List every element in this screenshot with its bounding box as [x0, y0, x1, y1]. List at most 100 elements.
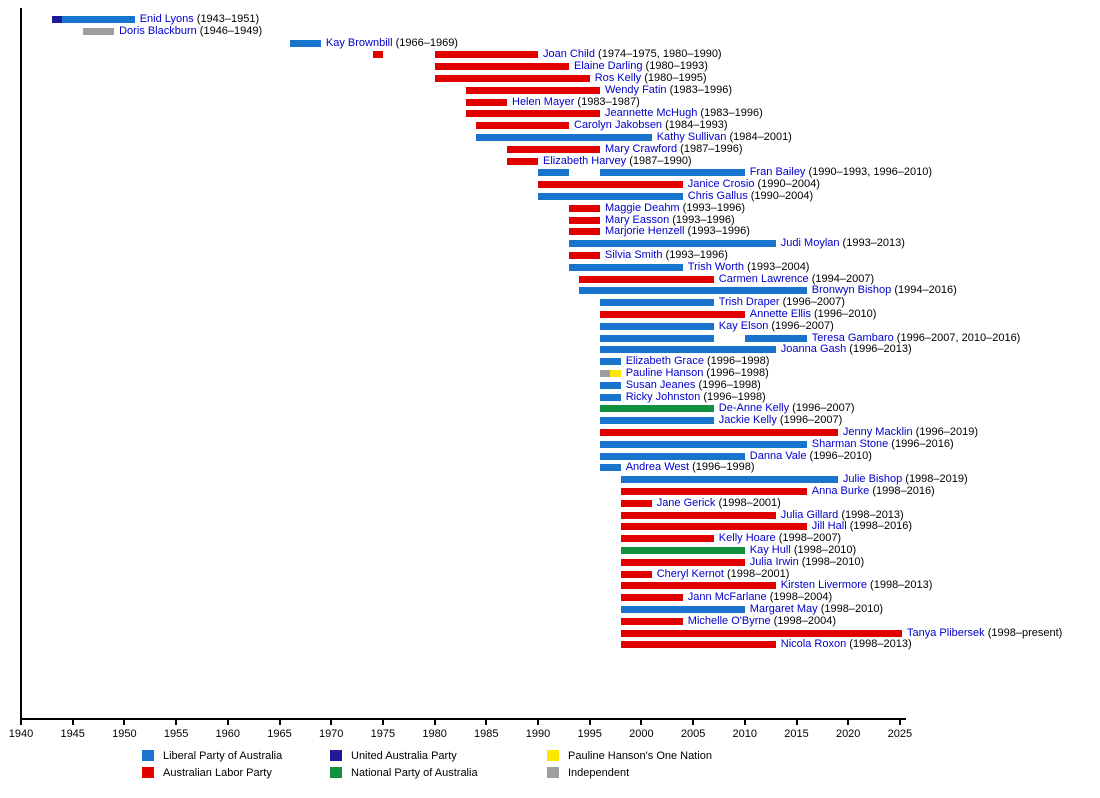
timeline-bar-segment: [620, 523, 807, 530]
timeline-bar-segment: [600, 382, 621, 389]
person-link[interactable]: Jill Hall: [811, 520, 847, 532]
person-link[interactable]: Judi Moylan: [780, 237, 840, 249]
timeline-row-label: Andrea West (1996–1998): [626, 462, 755, 473]
person-link[interactable]: De-Anne Kelly: [718, 402, 790, 414]
person-years: (1993–2004): [744, 261, 810, 273]
person-link[interactable]: Fran Bailey: [749, 166, 806, 178]
timeline-row-label: Jane Gerick (1998–2001): [657, 498, 781, 509]
person-link[interactable]: Anna Burke: [811, 485, 870, 497]
person-link[interactable]: Bronwyn Bishop: [811, 284, 892, 296]
person-link[interactable]: Elizabeth Grace: [625, 355, 704, 367]
person-years: (1983–1987): [574, 96, 640, 108]
person-link[interactable]: Andrea West: [625, 461, 690, 473]
timeline-bar-segment: [569, 252, 600, 259]
person-link[interactable]: Jenny Macklin: [842, 426, 913, 438]
person-link[interactable]: Joanna Gash: [780, 343, 847, 355]
timeline-row-label: Julie Bishop (1998–2019): [843, 474, 968, 485]
person-link[interactable]: Ricky Johnston: [625, 391, 701, 403]
person-years: (1943–1951): [193, 13, 260, 25]
person-years: (1998–2019): [902, 473, 968, 485]
person-link[interactable]: Julia Irwin: [749, 556, 799, 568]
person-link[interactable]: Helen Mayer: [512, 96, 575, 108]
person-link[interactable]: Jann McFarlane: [687, 591, 767, 603]
person-link[interactable]: Margaret May: [749, 603, 818, 615]
person-link[interactable]: Kay Brownbill: [325, 37, 393, 49]
person-link[interactable]: Nicola Roxon: [780, 638, 847, 650]
person-years: (1983–1996): [666, 84, 733, 96]
person-link[interactable]: Trish Worth: [687, 261, 745, 273]
timeline-row-label: Elizabeth Grace (1996–1998): [626, 356, 770, 367]
timeline-bar-segment: [600, 429, 838, 436]
timeline-bar-segment: [744, 335, 807, 342]
person-years: (1990–2004): [747, 190, 814, 202]
person-link[interactable]: Wendy Fatin: [605, 84, 667, 96]
person-link[interactable]: Julie Bishop: [842, 473, 903, 485]
person-link[interactable]: Carmen Lawrence: [718, 273, 809, 285]
timeline-row-label: Kay Hull (1998–2010): [750, 545, 856, 556]
person-link[interactable]: Kay Elson: [718, 320, 769, 332]
person-link[interactable]: Julia Gillard: [780, 509, 839, 521]
person-link[interactable]: Maggie Deahm: [605, 202, 680, 214]
timeline-row-label: Joanna Gash (1996–2013): [781, 344, 912, 355]
person-link[interactable]: Kay Hull: [749, 544, 791, 556]
person-years: (1996–2007): [789, 402, 855, 414]
timeline-row-label: Carmen Lawrence (1994–2007): [719, 274, 874, 285]
timeline-row-label: Jann McFarlane (1998–2004): [688, 592, 832, 603]
person-link[interactable]: Jeannette McHugh: [605, 107, 698, 119]
person-years: (1998–present): [984, 627, 1063, 639]
axis-tick-label: 1975: [370, 728, 396, 740]
person-link[interactable]: Kelly Hoare: [718, 532, 776, 544]
axis-tick-label: 1950: [112, 728, 137, 740]
person-link[interactable]: Kirsten Livermore: [780, 579, 867, 591]
person-link[interactable]: Joan Child: [543, 48, 595, 60]
person-link[interactable]: Elizabeth Harvey: [543, 155, 627, 167]
person-link[interactable]: Jane Gerick: [656, 497, 716, 509]
timeline-row-label: Trish Draper (1996–2007): [719, 297, 845, 308]
timeline-bar-segment: [569, 228, 600, 235]
person-years: (1996–2013): [846, 343, 912, 355]
timeline-row-label: Chris Gallus (1990–2004): [688, 191, 813, 202]
person-link[interactable]: Doris Blackburn: [119, 25, 197, 37]
person-link[interactable]: Kathy Sullivan: [656, 131, 727, 143]
person-link[interactable]: Mary Crawford: [605, 143, 678, 155]
timeline-row-label: Judi Moylan (1993–2013): [781, 238, 905, 249]
person-link[interactable]: Pauline Hanson: [625, 367, 704, 379]
person-link[interactable]: Ros Kelly: [594, 72, 642, 84]
person-link[interactable]: Annette Ellis: [749, 308, 811, 320]
person-link[interactable]: Cheryl Kernot: [656, 568, 724, 580]
timeline-bar-segment: [600, 453, 745, 460]
timeline-row-label: Wendy Fatin (1983–1996): [605, 85, 732, 96]
timeline-row-label: Kay Brownbill (1966–1969): [326, 38, 458, 49]
person-years: (1998–2001): [723, 568, 790, 580]
person-link[interactable]: Tanya Plibersek: [907, 627, 985, 639]
person-link[interactable]: Elaine Darling: [574, 60, 643, 72]
person-link[interactable]: Janice Crosio: [687, 178, 755, 190]
person-link[interactable]: Mary Easson: [605, 214, 670, 226]
person-link[interactable]: Trish Draper: [718, 296, 780, 308]
person-years: (1993–2013): [839, 237, 905, 249]
person-link[interactable]: Enid Lyons: [139, 13, 194, 25]
timeline-row-label: Margaret May (1998–2010): [750, 604, 883, 615]
timeline-row-label: Julia Gillard (1998–2013): [781, 510, 904, 521]
axis-tick-label: 1980: [422, 728, 447, 740]
person-link[interactable]: Silvia Smith: [605, 249, 663, 261]
person-years: (1998–2004): [766, 591, 833, 603]
timeline-bar-segment: [434, 75, 590, 82]
axis-tick: [847, 720, 850, 725]
person-link[interactable]: Jackie Kelly: [718, 414, 777, 426]
person-years: (1998–2004): [770, 615, 837, 627]
x-axis-line: [20, 718, 906, 720]
person-link[interactable]: Sharman Stone: [811, 438, 889, 450]
timeline-bar-segment: [372, 51, 383, 58]
person-link[interactable]: Chris Gallus: [687, 190, 748, 202]
person-link[interactable]: Teresa Gambaro: [811, 332, 894, 344]
person-link[interactable]: Susan Jeanes: [625, 379, 696, 391]
person-link[interactable]: Marjorie Henzell: [605, 225, 685, 237]
person-link[interactable]: Michelle O'Byrne: [687, 615, 771, 627]
person-years: (1984–1993): [662, 119, 728, 131]
person-link[interactable]: Carolyn Jakobsen: [574, 119, 663, 131]
person-link[interactable]: Danna Vale: [749, 450, 807, 462]
person-years: (1996–2010): [810, 308, 877, 320]
timeline-bar-segment: [83, 28, 114, 35]
timeline-bar-segment: [600, 311, 745, 318]
